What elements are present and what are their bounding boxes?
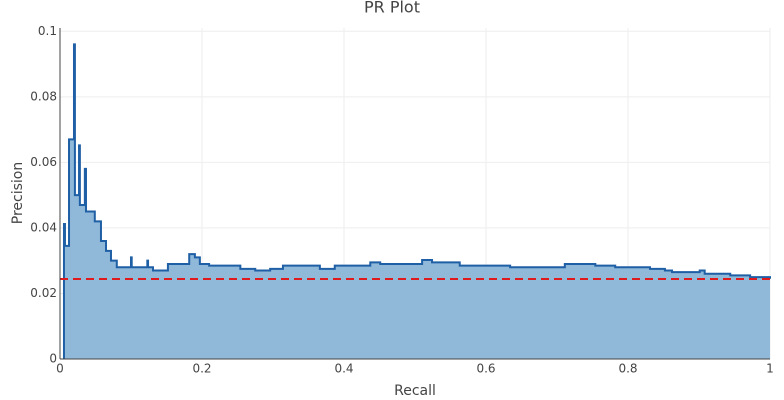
x-tick-label: 0.8 — [618, 362, 637, 376]
x-tick-label: 0 — [56, 362, 64, 376]
line — [62, 43, 771, 359]
x-axis-title: Recall — [394, 383, 436, 399]
y-tick-label: 0 — [49, 352, 57, 366]
chart-title: PR Plot — [364, 0, 420, 17]
x-tick-label: 0.6 — [476, 362, 495, 376]
y-tick-label: 0.1 — [38, 24, 57, 38]
x-tick-label: 0.4 — [334, 362, 353, 376]
y-axis-title: Precision — [10, 162, 26, 224]
x-tick-label: 1 — [766, 362, 774, 376]
y-tick-label: 0.02 — [30, 286, 57, 300]
y-tick-label: 0.08 — [30, 89, 57, 103]
x-tick-label: 0.2 — [192, 362, 211, 376]
y-tick-label: 0.04 — [30, 220, 57, 234]
y-tick-label: 0.06 — [30, 155, 57, 169]
area — [63, 44, 770, 359]
